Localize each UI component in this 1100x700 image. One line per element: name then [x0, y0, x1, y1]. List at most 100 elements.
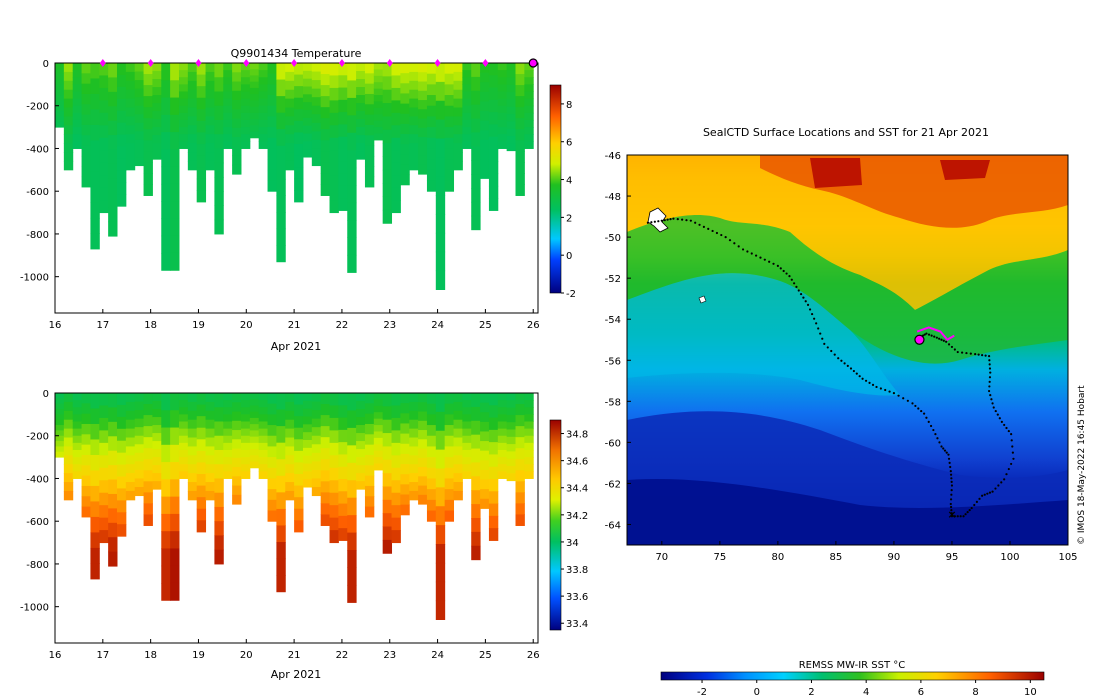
salinity-cell — [444, 457, 455, 469]
temperature-cell — [285, 125, 295, 135]
track-point — [949, 498, 953, 501]
temperature-cell — [364, 124, 375, 136]
salinity-cell — [170, 479, 180, 498]
salinity-cell — [356, 393, 366, 402]
salinity-cell — [276, 459, 286, 477]
salinity-cell — [347, 445, 357, 464]
track-point — [819, 332, 822, 335]
temperature-cell — [471, 132, 481, 147]
temperature-cell — [391, 87, 401, 101]
temperature-cell — [161, 183, 171, 202]
temperature-cell — [311, 71, 322, 81]
map-y-tick-label: -62 — [605, 479, 621, 490]
temperature-cell — [90, 171, 100, 188]
temperature-cell — [214, 63, 224, 78]
salinity-cell — [276, 442, 286, 460]
temperature-cell — [125, 160, 136, 171]
track-point — [950, 493, 953, 496]
latest-surface-marker — [528, 58, 538, 68]
colorbar-tick-label: 2 — [566, 213, 572, 224]
salinity-cell — [196, 450, 207, 463]
salinity-cell — [152, 417, 162, 426]
track-point — [858, 375, 861, 378]
track-point — [808, 308, 812, 311]
salinity-cell — [373, 437, 384, 445]
salinity-cell — [143, 448, 153, 460]
temperature-cell — [515, 118, 525, 130]
temperature-cell — [418, 127, 428, 138]
temperature-cell — [258, 91, 269, 100]
temperature-cell — [90, 93, 100, 110]
temperature-cell — [356, 127, 366, 136]
track-point — [991, 490, 994, 493]
temperature-cell — [214, 176, 224, 192]
temperature-cell — [249, 81, 260, 89]
salinity-cell — [418, 411, 428, 422]
temperature-cell — [116, 74, 127, 88]
salinity-cell — [302, 416, 313, 425]
salinity-cell — [382, 486, 393, 501]
salinity-cell — [205, 393, 215, 403]
salinity-cell — [143, 393, 153, 405]
map-plot-frame — [626, 154, 1069, 546]
temperature-cell — [187, 125, 198, 135]
y-tick-label: -400 — [26, 144, 49, 155]
temperature-cell — [134, 88, 145, 98]
temperature-cell — [426, 105, 437, 117]
salinity-profile-column — [232, 393, 242, 505]
temperature-profile-column — [453, 63, 463, 171]
salinity-cell — [506, 451, 517, 460]
temperature-cell — [347, 115, 357, 134]
salinity-cell — [506, 473, 517, 482]
salinity-cell — [108, 421, 118, 437]
salinity-cell — [170, 427, 180, 446]
salinity-cell — [364, 506, 375, 518]
temperature-cell — [320, 129, 331, 141]
salinity-cell — [391, 505, 401, 519]
temperature-cell — [506, 63, 517, 71]
temperature-cell — [196, 86, 207, 99]
track-point — [947, 343, 951, 346]
track-point — [1012, 457, 1015, 460]
salinity-cell — [320, 459, 331, 471]
salinity-cell — [302, 463, 313, 472]
salinity-cell — [373, 393, 384, 400]
track-point — [1010, 439, 1013, 442]
salinity-cell — [178, 449, 189, 458]
salinity-cell — [214, 492, 224, 508]
temperature-cell — [232, 109, 242, 120]
salinity-cell — [480, 469, 490, 481]
temperature-cell — [320, 96, 331, 108]
salinity-x-axis: 16 17 18 19 20 21 22 23 24 25 26 — [49, 639, 540, 661]
salinity-cell — [214, 435, 224, 451]
salinity-cell — [497, 393, 508, 401]
temperature-cell — [161, 166, 171, 185]
x-tick-label: 18 — [144, 320, 157, 331]
track-point — [1000, 481, 1003, 484]
temperature-cell — [55, 95, 65, 101]
temperature-cell — [249, 100, 260, 108]
salinity-cell — [294, 404, 304, 417]
temperature-cell — [232, 81, 242, 92]
salinity-cell — [506, 422, 517, 431]
track-point — [942, 447, 945, 450]
temperature-cell — [364, 176, 375, 188]
salinity-cell — [285, 490, 295, 501]
colorbar-tick-label: -2 — [566, 289, 576, 300]
temperature-cell — [63, 143, 74, 153]
temperature-cell — [276, 96, 286, 114]
temperature-cell — [161, 149, 171, 168]
salinity-cell — [329, 530, 339, 544]
temperature-cell — [205, 63, 215, 73]
salinity-profile-column — [187, 393, 198, 501]
temperature-cell — [471, 188, 481, 203]
salinity-cell — [170, 548, 180, 567]
temperature-cell — [232, 137, 242, 147]
salinity-cell — [453, 437, 463, 447]
temperature-cell — [170, 235, 180, 254]
map-y-tick-label: -52 — [605, 274, 621, 285]
surface-marker — [482, 59, 489, 67]
temperature-cell — [347, 167, 357, 186]
x-tick-label: 19 — [192, 650, 205, 661]
salinity-cell — [249, 411, 260, 419]
